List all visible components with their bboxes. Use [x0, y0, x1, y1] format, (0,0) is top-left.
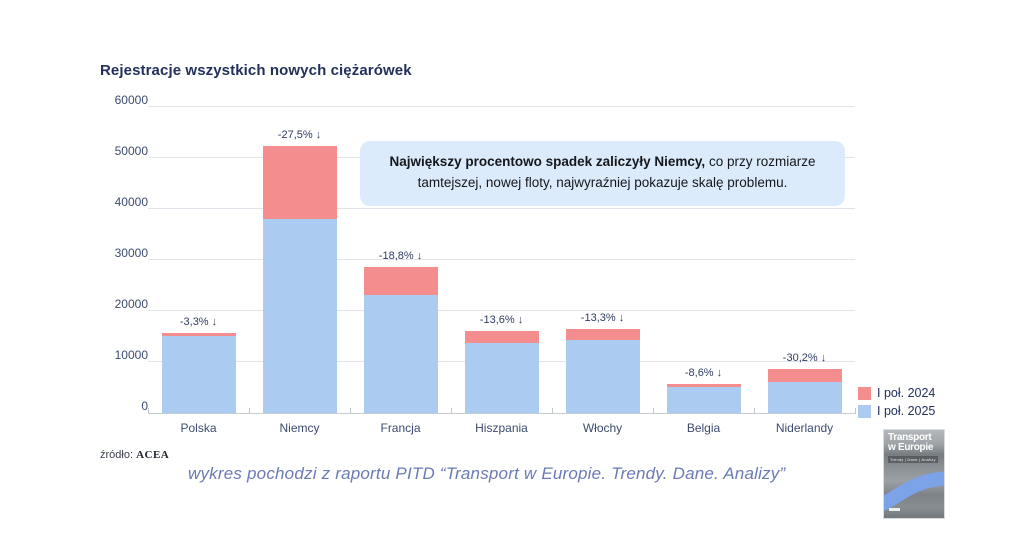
gridline: [148, 259, 855, 260]
annotation-bold-text: Największy procentowo spadek zaliczyły N…: [389, 154, 706, 169]
plot-area: -3,3% ↓ -27,5% ↓ -18,8% ↓ -13,6% ↓ -13,3% ↓ -…: [148, 106, 856, 414]
bar-segment-2025: [262, 219, 337, 413]
x-tick-label: Belgia: [686, 421, 721, 435]
gridline: [148, 208, 855, 209]
y-tick-label: 10000: [114, 348, 148, 362]
legend-item: I poł. 2024: [858, 386, 935, 400]
percent-change-label: -8,6% ↓: [684, 367, 723, 379]
annotation-callout: Największy procentowo spadek zaliczyły N…: [360, 141, 845, 206]
bar-slot: -27,5% ↓: [249, 107, 350, 413]
percent-change-label: -13,6% ↓: [479, 314, 524, 326]
legend-swatch: [858, 386, 871, 400]
percent-change-label: -18,8% ↓: [378, 250, 423, 262]
x-axis-tick: [653, 408, 654, 414]
bar-slot: -8,6% ↓: [653, 107, 754, 413]
legend-label: I poł. 2025: [877, 404, 936, 418]
gridline: [148, 106, 855, 107]
y-tick-label: 50000: [114, 144, 148, 158]
x-tick-label: Niderlandy: [775, 421, 834, 435]
x-tick-label: Polska: [180, 421, 217, 435]
y-tick-label: 30000: [114, 246, 148, 260]
x-axis-tick: [754, 408, 755, 414]
x-tick-label: Francja: [380, 421, 421, 435]
legend-item: I poł. 2025: [858, 404, 935, 418]
legend-label: I poł. 2024: [877, 386, 936, 400]
x-tick-label: Niemcy: [279, 421, 320, 435]
bar-slot: -30,2% ↓: [754, 107, 855, 413]
source-name: ACEA: [136, 449, 170, 461]
source-note: źródło: ACEA: [100, 449, 169, 461]
y-tick-label: 40000: [114, 195, 148, 209]
x-axis-tick: [451, 408, 452, 414]
percent-change-label: -3,3% ↓: [179, 316, 218, 328]
bar-slot: -13,6% ↓: [451, 107, 552, 413]
report-caption: wykres pochodzi z raportu PITD “Transpor…: [188, 464, 786, 483]
x-axis-tick: [148, 408, 149, 414]
chart-title: Rejestracje wszystkich nowych ciężarówek: [100, 62, 412, 79]
percent-change-label: -13,3% ↓: [580, 312, 625, 324]
cover-arc-graphic: [884, 471, 944, 511]
x-axis-tick: [552, 408, 553, 414]
cover-publisher-mark: [889, 508, 900, 511]
x-tick-label: Włochy: [582, 421, 623, 435]
bar-segment-2025: [363, 295, 438, 413]
cover-title: Transport w Europie: [888, 432, 934, 454]
y-tick-label: 20000: [114, 297, 148, 311]
y-tick-label: 0: [141, 399, 148, 413]
report-cover-thumbnail: Transport w Europie Trendy | Dane | Anal…: [884, 430, 944, 518]
gridline: [148, 310, 855, 311]
bar-chart: -3,3% ↓ -27,5% ↓ -18,8% ↓ -13,6% ↓ -13,3% ↓ -…: [88, 93, 863, 435]
percent-change-label: -27,5% ↓: [277, 129, 322, 141]
x-tick-label: Hiszpania: [475, 421, 528, 435]
bar-slot: -13,3% ↓: [552, 107, 653, 413]
bar-segment-2025: [161, 336, 236, 413]
bar-segment-2025: [666, 387, 741, 413]
chart-legend: I poł. 2024 I poł. 2025: [858, 386, 935, 418]
x-axis-line: [148, 413, 855, 414]
bar-segment-2025: [464, 343, 539, 413]
x-axis-tick: [249, 408, 250, 414]
legend-swatch: [858, 404, 871, 418]
bar-slot: -18,8% ↓: [350, 107, 451, 413]
bar-slots: -3,3% ↓ -27,5% ↓ -18,8% ↓ -13,6% ↓ -13,3% ↓ -…: [148, 107, 855, 413]
annotation-rest-text: co przy rozmiarze tamtejszej, nowej flot…: [417, 154, 816, 190]
bar-slot: -3,3% ↓: [148, 107, 249, 413]
x-axis-tick: [350, 408, 351, 414]
percent-change-label: -30,2% ↓: [782, 352, 827, 364]
y-tick-label: 60000: [114, 93, 148, 107]
source-prefix: źródło:: [100, 449, 137, 461]
bar-segment-2025: [565, 340, 640, 413]
bar-segment-2025: [767, 382, 842, 413]
cover-subtitle: Trendy | Dane | Analizy: [888, 456, 938, 463]
x-axis-labels: Polska Niemcy Francja Hiszpania Włochy Belgia…: [148, 421, 855, 435]
x-axis-tick: [855, 408, 856, 414]
